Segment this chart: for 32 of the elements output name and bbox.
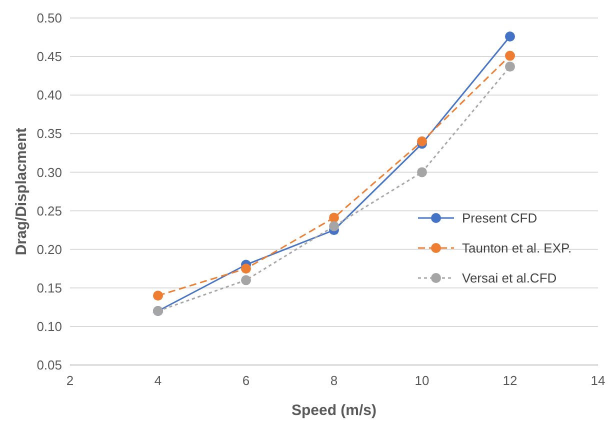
y-tick-label: 0.50 (36, 10, 62, 26)
y-tick-label: 0.25 (36, 203, 62, 218)
x-tick-label: 14 (590, 373, 606, 388)
x-tick-label: 2 (66, 373, 74, 388)
point (505, 32, 515, 42)
point (329, 212, 339, 223)
point (241, 275, 251, 286)
point (505, 62, 515, 72)
y-tick-label: 0.20 (36, 242, 62, 257)
y-tick-label: 0.45 (36, 49, 62, 64)
point (417, 167, 427, 178)
y-tick-label: 0.30 (36, 164, 62, 180)
x-axis-title: Speed (m/s) (291, 402, 377, 419)
point (241, 264, 251, 274)
y-tick-label: 0.35 (36, 126, 62, 142)
legend-label: Versai et al.CFD (462, 270, 557, 286)
x-tick-label: 6 (242, 373, 250, 388)
x-tick-label: 4 (154, 373, 162, 388)
point (153, 290, 163, 301)
y-tick-label: 0.05 (36, 358, 62, 373)
legend-label: Taunton et al. EXP. (462, 240, 572, 256)
y-tick-label: 0.15 (36, 280, 62, 296)
y-tick-label: 0.40 (36, 88, 62, 103)
x-tick-label: 8 (330, 373, 338, 388)
x-tick-label: 12 (502, 373, 518, 388)
point (505, 50, 515, 61)
point (329, 221, 339, 232)
legend-label: Present CFD (462, 210, 538, 226)
y-axis-title: Drag/Displacment (13, 128, 30, 256)
x-tick-label: 10 (414, 373, 430, 388)
point (417, 136, 427, 146)
y-tick-label: 0.10 (36, 318, 62, 334)
